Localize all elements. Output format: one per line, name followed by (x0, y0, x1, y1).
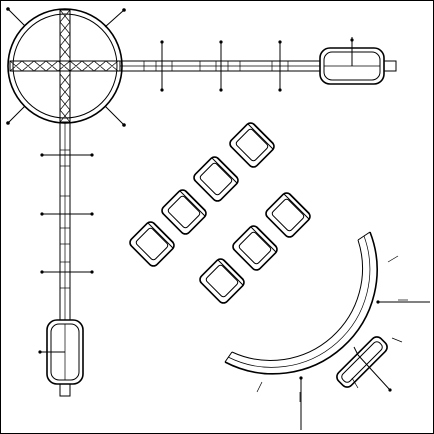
horizontal-truss-run (119, 40, 397, 92)
seating-area (129, 122, 311, 304)
curved-truss-arc (224, 231, 430, 430)
capsule-truss-frame-top (319, 37, 385, 85)
seat (232, 225, 278, 271)
seat (161, 189, 207, 235)
capsule-truss-frame-bottom (38, 319, 84, 385)
seat (193, 156, 239, 202)
seat (265, 192, 311, 238)
vertical-truss-run (40, 121, 94, 397)
seat (199, 258, 245, 304)
seat (129, 221, 175, 267)
seat (229, 122, 275, 168)
circular-truss (6, 7, 126, 127)
